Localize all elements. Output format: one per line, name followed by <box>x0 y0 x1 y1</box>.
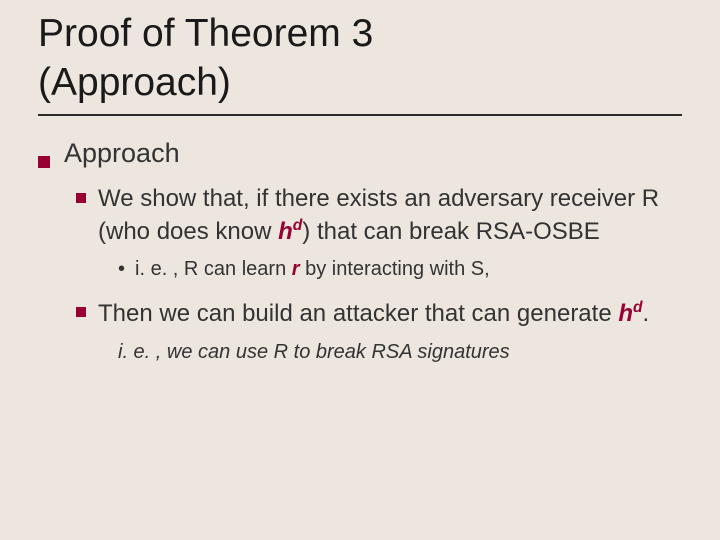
square-bullet-icon <box>76 193 86 203</box>
bullet-level2-item1: We show that, if there exists an adversa… <box>76 183 682 249</box>
lvl2-item1-text: We show that, if there exists an adversa… <box>98 183 682 249</box>
lvl2-item2-d: d <box>633 299 643 316</box>
lvl1-text: Approach <box>64 138 180 169</box>
lvl3-item2-text: i. e. , we can use R to break RSA signat… <box>118 341 510 363</box>
bullet-level1: Approach <box>38 138 682 169</box>
square-bullet-icon <box>76 307 86 317</box>
square-bullet-icon <box>38 156 50 168</box>
slide-title: Proof of Theorem 3 (Approach) <box>38 10 682 108</box>
bullet-level3-item2: i. e. , we can use R to break RSA signat… <box>118 339 682 366</box>
title-rule <box>38 114 682 116</box>
bullet-level3-item1: • i. e. , R can learn r by interacting w… <box>118 256 682 283</box>
title-line-2: (Approach) <box>38 61 231 104</box>
bullet-level2-item2: Then we can build an attacker that can g… <box>76 297 682 330</box>
lvl2-item1-post: ) that can break RSA-OSBE <box>302 218 599 245</box>
lvl3-item1-text: i. e. , R can learn r by interacting wit… <box>135 256 490 283</box>
lvl3-item1-r: r <box>292 258 300 280</box>
lvl2-item2-post: . <box>643 300 650 327</box>
lvl2-item2-text: Then we can build an attacker that can g… <box>98 297 649 330</box>
lvl2-item1-h: h <box>278 218 293 245</box>
lvl2-item1-d: d <box>293 217 303 234</box>
title-line-1: Proof of Theorem 3 <box>38 12 373 55</box>
lvl2-item2-h: h <box>618 300 633 327</box>
lvl3-item1-post: by interacting with S, <box>300 258 490 280</box>
dot-bullet-icon: • <box>118 256 125 282</box>
lvl3-item1-pre: i. e. , R can learn <box>135 258 292 280</box>
lvl2-item2-pre: Then we can build an attacker that can g… <box>98 300 618 327</box>
